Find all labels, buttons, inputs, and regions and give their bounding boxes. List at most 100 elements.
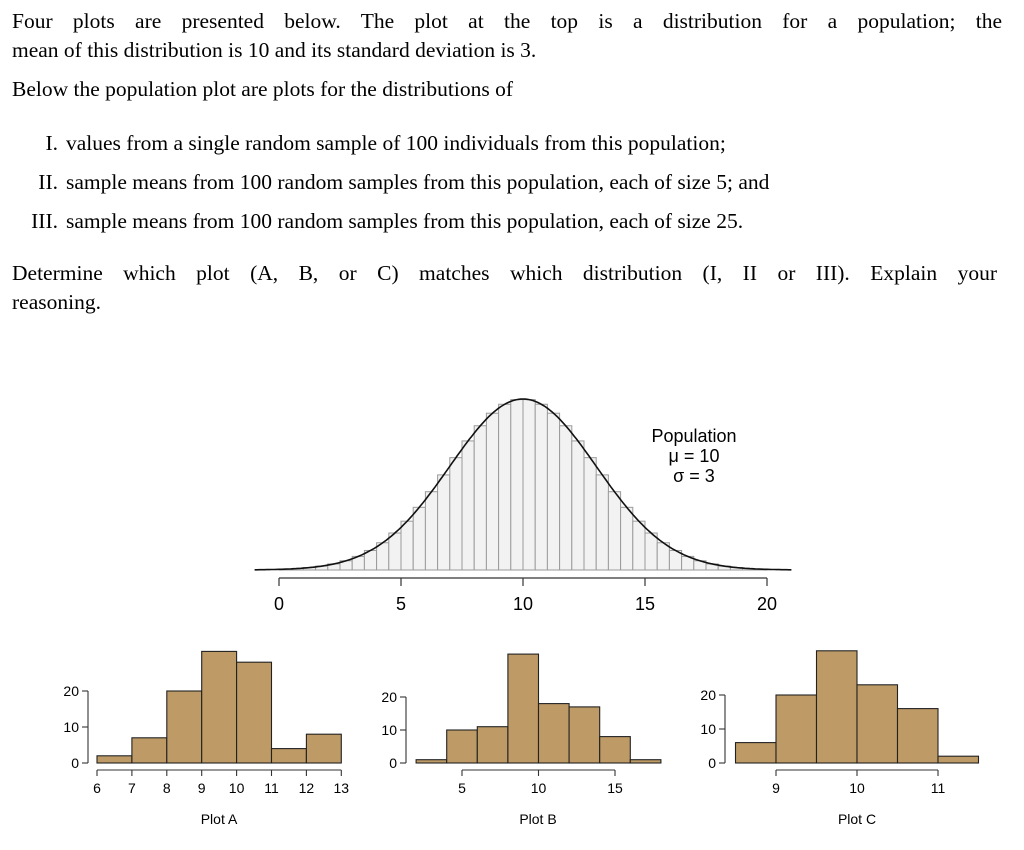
x-tick-label: 5 xyxy=(396,594,406,614)
histogram-bar xyxy=(446,729,478,764)
histogram-bar xyxy=(815,650,858,764)
population-bar xyxy=(498,403,512,571)
plot-label: Plot C xyxy=(838,811,876,827)
list-item-3: III. sample means from 100 random sample… xyxy=(31,207,744,236)
histogram-bar xyxy=(270,748,307,764)
histogram-bar xyxy=(131,737,168,764)
list-text: sample means from 100 random samples fro… xyxy=(66,170,770,194)
population-bar xyxy=(461,440,475,571)
intro-line-2: mean of this distribution is 10 and its … xyxy=(12,38,537,62)
population-bar xyxy=(656,542,670,571)
question-line-1: Determine which plot (A, B, or C) matche… xyxy=(12,261,997,285)
population-annotation: Population xyxy=(651,426,736,446)
intro-paragraph: Four plots are presented below. The plot… xyxy=(12,7,1002,65)
y-tick-label: 0 xyxy=(71,755,79,771)
population-bar xyxy=(388,532,402,571)
x-tick-label: 7 xyxy=(128,780,136,796)
histogram-bar xyxy=(305,733,342,764)
x-tick-label: 13 xyxy=(334,780,350,796)
population-bar xyxy=(522,399,536,571)
y-tick-label: 20 xyxy=(381,689,397,705)
list-item-1: I. values from a single random sample of… xyxy=(45,129,726,158)
list-text: sample means from 100 random samples fro… xyxy=(66,209,744,233)
x-tick-label: 9 xyxy=(772,780,780,796)
histogram-bar xyxy=(96,755,133,764)
plot-label: Plot A xyxy=(201,811,238,827)
plot-a-chart: 0 10 20 6 7 8 9 10 11 12 13 Plot A xyxy=(63,650,350,827)
x-tick-label: 11 xyxy=(931,780,946,796)
histogram-bar xyxy=(937,755,980,764)
y-tick-label: 0 xyxy=(389,755,397,771)
question-line-2: reasoning. xyxy=(12,290,101,314)
y-tick-label: 10 xyxy=(63,719,79,735)
y-tick-label: 10 xyxy=(700,721,716,737)
x-tick-label: 10 xyxy=(849,780,865,796)
population-annotation: μ = 10 xyxy=(669,446,720,466)
histogram-bar xyxy=(775,694,818,764)
intro-line-1: Four plots are presented below. The plot… xyxy=(12,9,1002,33)
x-tick-label: 6 xyxy=(93,780,101,796)
x-tick-label: 15 xyxy=(635,594,655,614)
histogram-bar xyxy=(166,690,203,764)
population-bar xyxy=(583,457,597,571)
plot-c-chart: 0 10 20 9 10 11 Plot C xyxy=(700,650,980,827)
y-tick-label: 10 xyxy=(381,722,397,738)
list-number: I. xyxy=(45,131,58,155)
population-bar xyxy=(485,412,500,571)
population-bar xyxy=(546,412,561,571)
histogram-bar xyxy=(415,759,448,764)
x-tick-label: 9 xyxy=(198,780,206,796)
x-tick-label: 11 xyxy=(264,780,279,796)
list-text: values from a single random sample of 10… xyxy=(66,131,726,155)
x-tick-label: 20 xyxy=(757,594,777,614)
histogram-bar xyxy=(896,708,939,764)
question-paragraph: Determine which plot (A, B, or C) matche… xyxy=(12,259,997,317)
population-bar xyxy=(632,520,646,571)
x-tick-label: 15 xyxy=(607,780,623,796)
population-bar xyxy=(424,491,439,571)
population-bar xyxy=(595,474,609,571)
x-tick-label: 8 xyxy=(163,780,171,796)
x-tick-label: 10 xyxy=(513,594,533,614)
population-annotation: σ = 3 xyxy=(673,466,715,486)
population-bar xyxy=(510,399,524,571)
histogram-bar xyxy=(236,661,273,764)
y-tick-label: 20 xyxy=(63,683,79,699)
population-bar xyxy=(607,491,622,571)
histogram-bar xyxy=(599,736,631,764)
population-bar xyxy=(400,520,414,571)
plot-b-chart: 0 10 20 5 10 15 Plot B xyxy=(381,653,662,827)
x-tick-label: 10 xyxy=(531,780,547,796)
histogram-bar xyxy=(537,703,570,764)
population-bar xyxy=(571,440,585,571)
histogram-bar xyxy=(201,650,238,764)
list-number: II. xyxy=(38,170,58,194)
population-bar xyxy=(437,474,451,571)
population-bar xyxy=(644,532,658,571)
histogram-bar xyxy=(629,759,662,764)
x-tick-label: 12 xyxy=(299,780,315,796)
histogram-bar xyxy=(856,684,899,764)
histogram-bar xyxy=(568,706,601,764)
histogram-bar xyxy=(476,726,509,764)
y-tick-label: 20 xyxy=(700,687,716,703)
population-bar xyxy=(473,425,487,571)
list-item-2: II. sample means from 100 random samples… xyxy=(38,168,770,197)
population-bar xyxy=(412,506,426,571)
population-bar xyxy=(559,425,573,571)
x-tick-label: 0 xyxy=(274,594,284,614)
population-bar xyxy=(620,506,634,571)
x-tick-label: 10 xyxy=(229,780,245,796)
population-bar xyxy=(534,403,548,571)
density-curve xyxy=(254,398,792,571)
x-tick-label: 5 xyxy=(458,780,466,796)
y-tick-label: 0 xyxy=(708,755,716,771)
population-bar xyxy=(376,542,390,571)
population-bar xyxy=(449,457,463,571)
list-number: III. xyxy=(31,209,58,233)
plot-label: Plot B xyxy=(519,811,556,827)
below-text: Below the population plot are plots for … xyxy=(12,77,513,101)
histogram-bar xyxy=(734,742,777,764)
